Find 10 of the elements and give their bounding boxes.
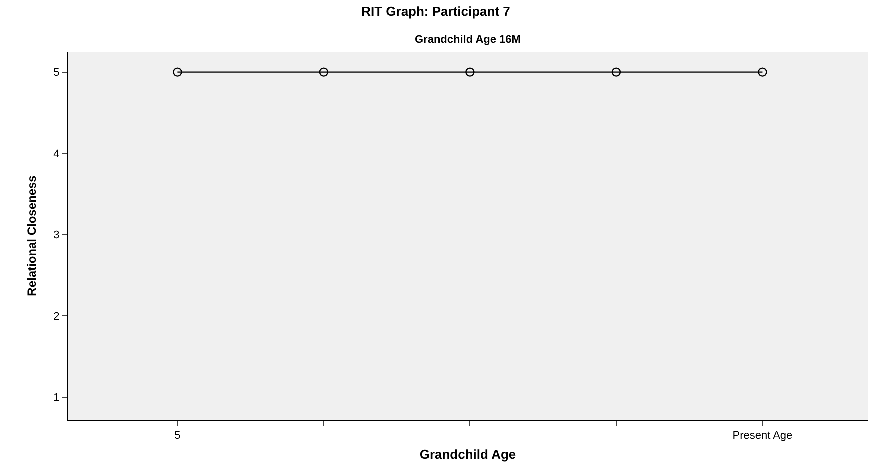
y-tick-label: 2 <box>54 310 60 323</box>
y-axis-title: Relational Closeness <box>24 175 39 296</box>
chart-title: RIT Graph: Participant 7 <box>362 4 510 20</box>
chart-subtitle: Grandchild Age 16M <box>415 34 521 46</box>
y-tick-label: 1 <box>54 392 60 404</box>
y-tick-label: 4 <box>54 148 60 160</box>
y-tick-label: 3 <box>54 230 60 242</box>
y-tick-label: 5 <box>54 67 60 80</box>
x-tick-label: Present Age <box>732 430 793 442</box>
x-axis-title: Grandchild Age <box>420 446 516 462</box>
